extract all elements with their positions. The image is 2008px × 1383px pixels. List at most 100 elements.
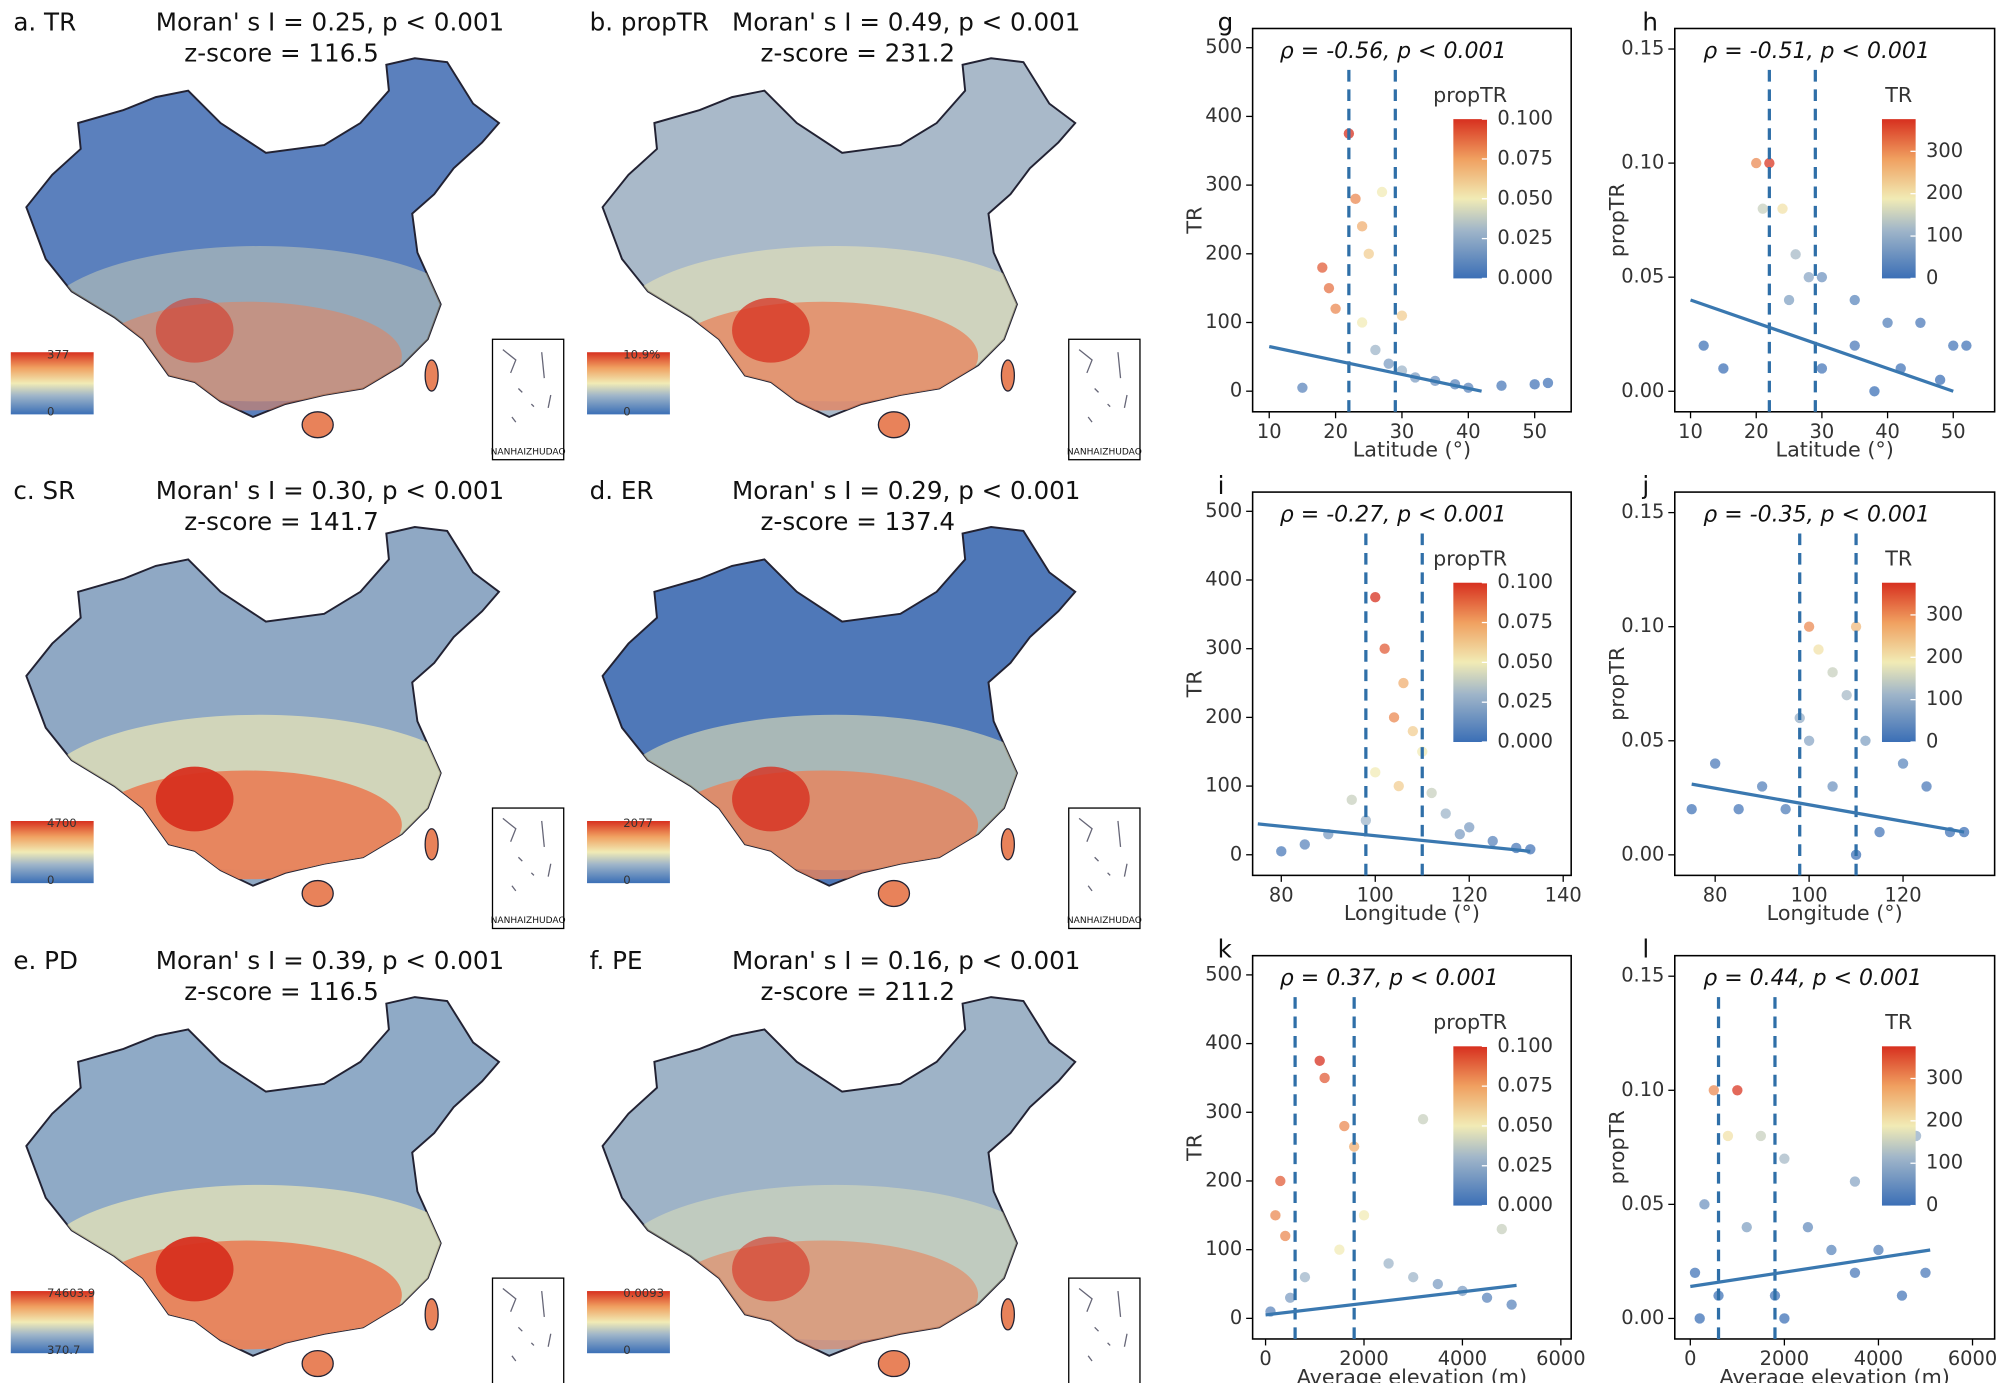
point bbox=[1757, 203, 1768, 214]
x-axis-label: Longitude (°) bbox=[1767, 901, 1903, 925]
y-tick-label: 300 bbox=[1205, 1100, 1242, 1123]
colorbar-label: 0.100 bbox=[1497, 1034, 1553, 1057]
point bbox=[1388, 712, 1400, 723]
panel-label: a. TR bbox=[13, 7, 76, 36]
inset-label: NANHAIZHUDAO bbox=[491, 447, 566, 457]
point bbox=[1849, 340, 1860, 351]
x-tick-label: 2000 bbox=[1339, 1347, 1388, 1370]
point bbox=[1464, 822, 1475, 833]
point bbox=[1323, 282, 1335, 294]
map-region bbox=[732, 297, 810, 363]
plot-frame bbox=[1674, 954, 1996, 1340]
colorbar-label: 200 bbox=[1926, 1108, 1963, 1131]
y-tick-label: 400 bbox=[1205, 104, 1242, 127]
map-shading bbox=[39, 246, 480, 411]
y-tick-label: 100 bbox=[1205, 1237, 1242, 1260]
x-axis-label: Average elevation (m) bbox=[1720, 1365, 1950, 1383]
colorbar-title: propTR bbox=[1433, 1010, 1507, 1034]
inset-islands bbox=[1078, 349, 1128, 423]
colorbar-title: TR bbox=[1884, 546, 1912, 570]
y-tick-label: 400 bbox=[1205, 1031, 1242, 1054]
point bbox=[1920, 1267, 1931, 1278]
point bbox=[1816, 271, 1828, 283]
map-region bbox=[91, 301, 402, 411]
point bbox=[1280, 1230, 1291, 1242]
y-axis-label: propTR bbox=[1605, 647, 1629, 721]
trend-line bbox=[1257, 822, 1531, 853]
point bbox=[1756, 781, 1768, 792]
hainan bbox=[877, 1349, 911, 1378]
point bbox=[1849, 1267, 1861, 1278]
colorbar-title: propTR bbox=[1433, 546, 1507, 570]
map-panel: e. PD Moran' s I = 0.39, p < 0.001z-score… bbox=[10, 946, 565, 1383]
point bbox=[1874, 826, 1885, 838]
x-tick-label: 80 bbox=[1703, 884, 1728, 907]
legend-label: 10.9% bbox=[623, 347, 660, 361]
point bbox=[1897, 758, 1909, 769]
point bbox=[1961, 340, 1972, 351]
inset-islands bbox=[502, 1287, 552, 1362]
point bbox=[1360, 815, 1372, 826]
map bbox=[601, 996, 1077, 1378]
y-tick-label: 300 bbox=[1205, 636, 1242, 659]
colorbar-label: 0.075 bbox=[1497, 146, 1553, 169]
y-tick-label: 0 bbox=[1230, 842, 1242, 865]
point bbox=[1370, 591, 1381, 603]
point bbox=[1755, 1130, 1767, 1142]
x-tick-label: 10 bbox=[1257, 420, 1282, 443]
y-tick-label: 0.10 bbox=[1621, 614, 1664, 637]
point bbox=[1529, 379, 1540, 390]
point bbox=[1334, 1244, 1345, 1255]
legend-colorbar bbox=[587, 1291, 670, 1354]
y-tick-label: 0.10 bbox=[1621, 151, 1664, 174]
colorbar-label: 0 bbox=[1926, 1193, 1938, 1216]
x-tick-label: 2000 bbox=[1760, 1347, 1809, 1370]
point bbox=[1270, 1210, 1281, 1221]
x-axis-label: Average elevation (m) bbox=[1297, 1365, 1527, 1383]
z-score: z-score = 211.2 bbox=[761, 977, 956, 1006]
point bbox=[1921, 781, 1932, 792]
point bbox=[1849, 1176, 1861, 1187]
y-axis-label: propTR bbox=[1605, 1110, 1629, 1184]
point bbox=[1850, 621, 1862, 632]
point bbox=[1915, 317, 1926, 328]
map-shading bbox=[39, 1184, 480, 1350]
x-tick-label: 80 bbox=[1269, 884, 1294, 907]
colorbar-label: 0.025 bbox=[1497, 226, 1553, 249]
colorbar-title: TR bbox=[1884, 1010, 1912, 1034]
legend-label: 377 bbox=[47, 347, 69, 361]
point bbox=[1718, 363, 1729, 374]
x-tick-label: 100 bbox=[1791, 884, 1828, 907]
map bbox=[25, 996, 501, 1378]
map bbox=[601, 526, 1077, 908]
map-region bbox=[732, 1236, 810, 1302]
z-score: z-score = 116.5 bbox=[184, 977, 379, 1006]
point bbox=[1525, 844, 1536, 855]
panel-label: j bbox=[1641, 471, 1649, 500]
point bbox=[1732, 1085, 1743, 1096]
x-axis-label: Longitude (°) bbox=[1344, 901, 1480, 925]
point bbox=[1896, 1290, 1908, 1301]
x-axis-label: Latitude (°) bbox=[1776, 438, 1894, 462]
point bbox=[1934, 374, 1946, 386]
y-tick-label: 500 bbox=[1205, 962, 1242, 985]
taiwan bbox=[1000, 1298, 1016, 1331]
point bbox=[1764, 157, 1775, 169]
point bbox=[1330, 303, 1341, 314]
colorbar-label: 0.075 bbox=[1497, 610, 1553, 633]
x-tick-label: 120 bbox=[1885, 884, 1922, 907]
point bbox=[1314, 1055, 1325, 1066]
map bbox=[25, 526, 501, 908]
trend-line bbox=[1691, 782, 1965, 834]
point bbox=[1393, 780, 1404, 792]
y-tick-label: 0.15 bbox=[1621, 500, 1664, 523]
point bbox=[1860, 735, 1871, 746]
y-tick-label: 0.00 bbox=[1621, 842, 1664, 865]
inset-label: NANHAIZHUDAO bbox=[491, 916, 566, 926]
y-tick-label: 500 bbox=[1205, 499, 1242, 522]
colorbar-label: 100 bbox=[1926, 1151, 1963, 1174]
correlation-annotation: ρ = -0.27, p < 0.001 bbox=[1280, 502, 1507, 527]
point bbox=[1722, 1130, 1734, 1142]
